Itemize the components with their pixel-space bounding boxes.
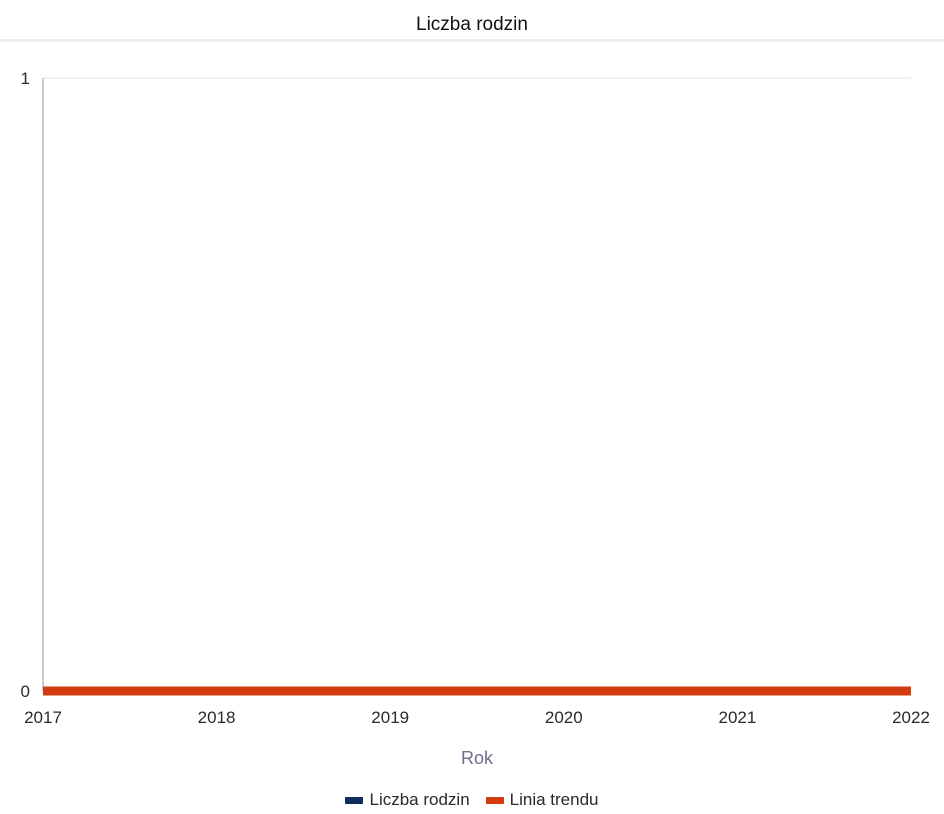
x-tick-label: 2017 [24, 708, 62, 727]
x-tick-label: 2020 [545, 708, 583, 727]
y-axis-ticks: 01 [21, 69, 30, 701]
legend-swatch-linia-trendu [485, 796, 504, 804]
x-tick-label: 2021 [718, 708, 756, 727]
legend: Liczba rodzin Linia trendu [0, 790, 944, 810]
legend-swatch-liczba-rodzin [345, 796, 364, 804]
grid-lines [43, 77, 911, 692]
legend-item-linia-trendu[interactable]: Linia trendu [485, 790, 599, 810]
x-axis-title: Rok [461, 748, 494, 768]
y-tick-label: 0 [21, 682, 30, 701]
y-tick-label: 1 [21, 69, 30, 88]
x-tick-label: 2018 [198, 708, 236, 727]
x-tick-label: 2022 [892, 708, 930, 727]
x-axis-ticks: 2017 2018 2019 2020 2021 2022 [24, 708, 930, 727]
x-tick-label: 2019 [371, 708, 409, 727]
chart-header: Liczba rodzin [0, 0, 944, 42]
legend-label: Linia trendu [509, 790, 599, 809]
legend-label: Liczba rodzin [369, 790, 470, 809]
legend-item-liczba-rodzin[interactable]: Liczba rodzin [345, 790, 470, 810]
chart-title: Liczba rodzin [416, 14, 528, 35]
